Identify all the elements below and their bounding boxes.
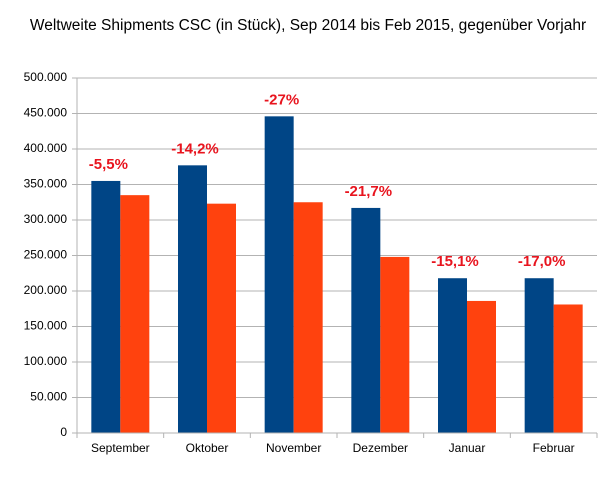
x-tick-label: Februar <box>533 441 575 455</box>
bar <box>438 278 467 433</box>
bar <box>293 202 323 433</box>
annotation: -21,7% <box>345 183 393 200</box>
bar <box>91 180 121 433</box>
annotation: -5,5% <box>89 156 128 173</box>
bar <box>178 165 207 433</box>
x-tick-label: September <box>91 441 150 455</box>
y-tick-label: 100.000 <box>24 354 68 368</box>
y-tick-label: 350.000 <box>24 177 68 191</box>
bar <box>380 256 410 433</box>
y-tick-label: 450.000 <box>24 106 68 120</box>
bar <box>120 195 150 433</box>
x-tick-label: Dezember <box>353 441 408 455</box>
x-tick-label: Januar <box>449 441 486 455</box>
bar <box>264 116 294 433</box>
bar <box>553 304 583 433</box>
y-tick-label: 400.000 <box>24 141 68 155</box>
y-tick-label: 250.000 <box>24 248 68 262</box>
bar <box>524 278 554 433</box>
chart-title: Weltweite Shipments CSC (in Stück), Sep … <box>30 17 586 34</box>
bar <box>467 300 496 433</box>
annotation: -15,1% <box>431 253 479 270</box>
bar <box>351 207 381 433</box>
y-tick-label: 200.000 <box>24 283 68 297</box>
x-tick-label: November <box>266 441 321 455</box>
bar <box>207 203 236 433</box>
annotation: -17,0% <box>518 253 566 270</box>
annotation: -14,2% <box>171 140 219 157</box>
y-tick-label: 150.000 <box>24 319 68 333</box>
y-tick-label: 50.000 <box>30 390 67 404</box>
y-tick-label: 300.000 <box>24 212 68 226</box>
y-tick-label: 0 <box>60 425 67 439</box>
y-tick-label: 500.000 <box>24 70 68 84</box>
annotation: -27% <box>264 91 299 108</box>
x-tick-label: Oktober <box>186 441 229 455</box>
